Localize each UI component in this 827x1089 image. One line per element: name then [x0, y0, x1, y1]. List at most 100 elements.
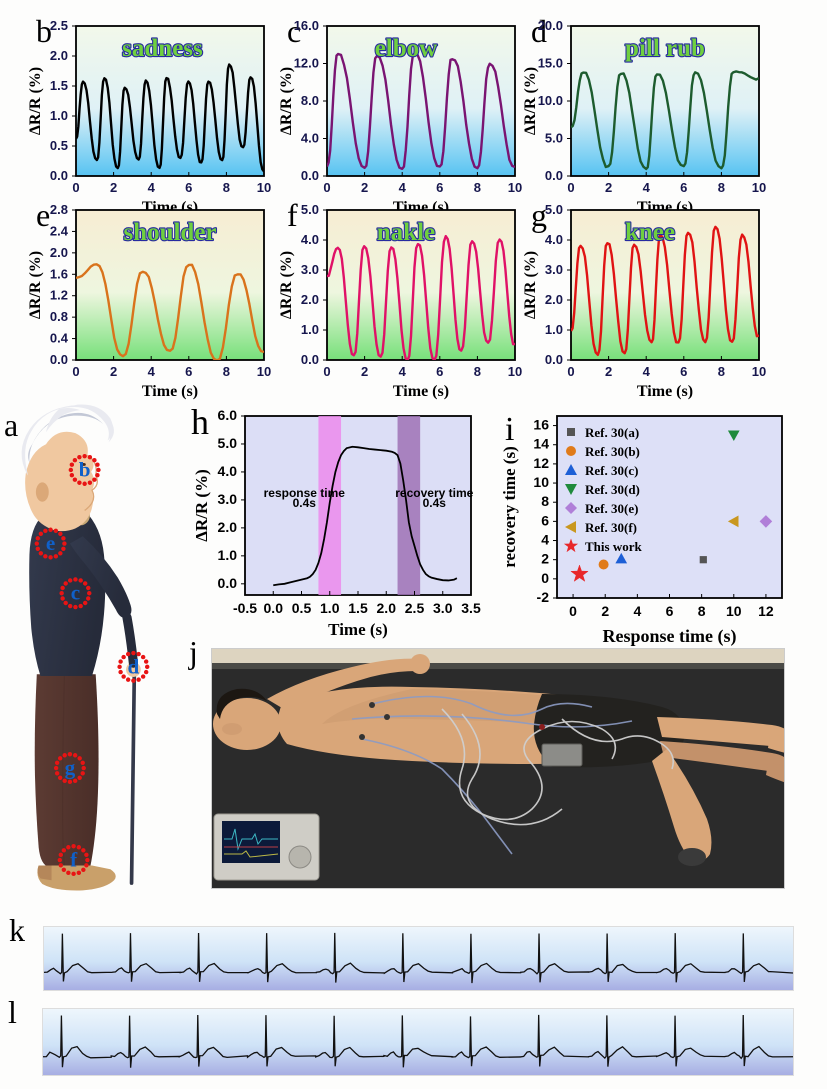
svg-text:Time (s): Time (s)	[328, 620, 388, 639]
svg-text:0.0: 0.0	[301, 352, 319, 367]
svg-text:8: 8	[718, 180, 725, 195]
svg-text:e: e	[36, 197, 50, 233]
svg-text:Ref. 30(e): Ref. 30(e)	[585, 501, 638, 516]
svg-text:20.0: 20.0	[538, 18, 563, 33]
svg-text:2.4: 2.4	[50, 223, 69, 238]
svg-text:i: i	[505, 411, 514, 448]
svg-text:15.0: 15.0	[538, 56, 563, 71]
svg-text:2.0: 2.0	[301, 292, 319, 307]
svg-text:2: 2	[110, 364, 117, 379]
svg-text:10: 10	[533, 474, 549, 490]
svg-text:10: 10	[257, 180, 271, 195]
svg-text:8: 8	[718, 364, 725, 379]
svg-text:12: 12	[533, 455, 549, 471]
svg-text:8: 8	[698, 603, 706, 619]
svg-text:0: 0	[569, 603, 577, 619]
svg-text:10: 10	[752, 364, 766, 379]
svg-text:4: 4	[643, 180, 651, 195]
svg-text:0.4: 0.4	[50, 331, 69, 346]
svg-text:3.0: 3.0	[218, 491, 238, 507]
svg-text:This work: This work	[585, 539, 642, 554]
svg-text:2.8: 2.8	[50, 202, 68, 217]
svg-text:16: 16	[533, 417, 549, 433]
svg-text:0.0: 0.0	[50, 352, 68, 367]
svg-text:4.0: 4.0	[301, 131, 319, 146]
svg-text:1.0: 1.0	[320, 600, 340, 616]
svg-text:5.0: 5.0	[301, 202, 319, 217]
svg-text:5.0: 5.0	[545, 131, 563, 146]
svg-text:2.0: 2.0	[218, 519, 238, 535]
svg-text:e: e	[46, 531, 55, 555]
svg-text:12: 12	[758, 603, 774, 619]
svg-text:2.0: 2.0	[50, 48, 68, 63]
svg-text:6: 6	[666, 603, 674, 619]
svg-text:0.5: 0.5	[292, 600, 312, 616]
svg-text:nakle: nakle	[377, 219, 435, 246]
svg-text:-2: -2	[537, 589, 550, 605]
svg-text:4: 4	[148, 364, 156, 379]
svg-text:ΔR/R (%): ΔR/R (%)	[278, 67, 295, 135]
svg-text:6: 6	[680, 364, 687, 379]
svg-text:0: 0	[541, 570, 549, 586]
svg-text:1.0: 1.0	[301, 322, 319, 337]
svg-text:2.0: 2.0	[50, 245, 68, 260]
svg-text:c: c	[71, 581, 80, 605]
svg-text:2: 2	[605, 180, 612, 195]
svg-text:0: 0	[72, 180, 79, 195]
svg-text:4: 4	[399, 180, 407, 195]
svg-text:10: 10	[752, 180, 766, 195]
svg-text:6: 6	[541, 512, 549, 528]
svg-text:2: 2	[605, 364, 612, 379]
svg-text:2: 2	[541, 551, 549, 567]
svg-text:0.0: 0.0	[218, 575, 238, 591]
svg-text:0.0: 0.0	[545, 168, 563, 183]
svg-text:8.0: 8.0	[301, 93, 319, 108]
svg-text:g: g	[65, 755, 76, 779]
svg-text:ΔR/R (%): ΔR/R (%)	[27, 251, 44, 319]
svg-text:4: 4	[541, 532, 549, 548]
svg-text:0: 0	[567, 364, 574, 379]
svg-text:2: 2	[110, 180, 117, 195]
svg-text:recovery time (s): recovery time (s)	[500, 446, 519, 567]
svg-text:3.0: 3.0	[545, 262, 563, 277]
svg-text:4: 4	[633, 603, 641, 619]
svg-text:Ref. 30(f): Ref. 30(f)	[585, 520, 637, 535]
svg-text:8: 8	[541, 493, 549, 509]
svg-text:1.5: 1.5	[50, 78, 68, 93]
svg-text:0: 0	[72, 364, 79, 379]
svg-text:Ref. 30(c): Ref. 30(c)	[585, 463, 638, 478]
svg-text:sadness: sadness	[122, 35, 203, 62]
svg-text:6: 6	[185, 364, 192, 379]
svg-text:16.0: 16.0	[294, 18, 319, 33]
svg-text:4.0: 4.0	[545, 232, 563, 247]
svg-text:1.0: 1.0	[218, 547, 238, 563]
svg-text:elbow: elbow	[375, 35, 438, 62]
svg-text:6: 6	[185, 180, 192, 195]
svg-text:4: 4	[643, 364, 651, 379]
svg-text:2: 2	[361, 364, 368, 379]
svg-text:8: 8	[474, 364, 481, 379]
svg-text:2.0: 2.0	[545, 292, 563, 307]
svg-text:0: 0	[567, 180, 574, 195]
svg-text:ΔR/R (%): ΔR/R (%)	[522, 67, 539, 135]
svg-text:2: 2	[361, 180, 368, 195]
svg-text:1.5: 1.5	[348, 600, 368, 616]
svg-text:0: 0	[323, 180, 330, 195]
svg-text:0.4s: 0.4s	[293, 496, 317, 510]
svg-text:b: b	[79, 457, 91, 481]
svg-text:ΔR/R (%): ΔR/R (%)	[27, 67, 44, 135]
svg-text:Response time (s): Response time (s)	[603, 626, 737, 647]
svg-text:5.0: 5.0	[218, 435, 238, 451]
svg-text:2.5: 2.5	[405, 600, 425, 616]
svg-text:5.0: 5.0	[545, 202, 563, 217]
svg-text:6: 6	[680, 180, 687, 195]
svg-text:shoulder: shoulder	[123, 219, 216, 246]
svg-text:3.5: 3.5	[461, 600, 481, 616]
svg-text:Time (s): Time (s)	[637, 383, 693, 400]
svg-text:10: 10	[257, 364, 271, 379]
svg-text:8: 8	[474, 180, 481, 195]
svg-text:0.0: 0.0	[545, 352, 563, 367]
svg-text:f: f	[287, 197, 298, 233]
svg-text:0.0: 0.0	[50, 168, 68, 183]
svg-text:1.0: 1.0	[545, 322, 563, 337]
